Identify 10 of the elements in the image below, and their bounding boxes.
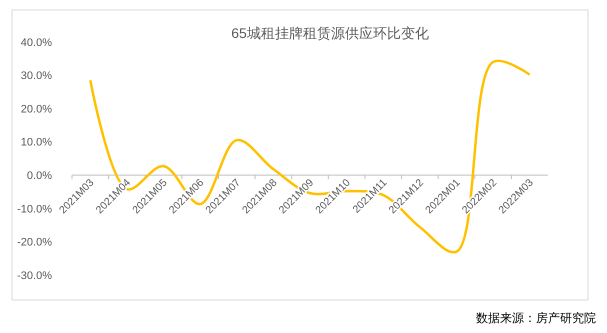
chart-title: 65城租挂牌租赁源供应环比变化 [231,25,429,41]
y-tick-label: 30.0% [20,70,52,82]
y-tick-label: 10.0% [20,136,52,149]
y-tick-label: 40.0% [20,36,52,49]
y-tick-label: 0.0% [26,170,52,182]
source-note: 数据来源：房产研究院 [476,311,596,325]
y-tick-label: -30.0% [17,270,52,282]
y-tick-label: -10.0% [17,203,52,216]
y-tick-label: 20.0% [20,103,52,116]
y-tick-label: -20.0% [17,236,52,249]
